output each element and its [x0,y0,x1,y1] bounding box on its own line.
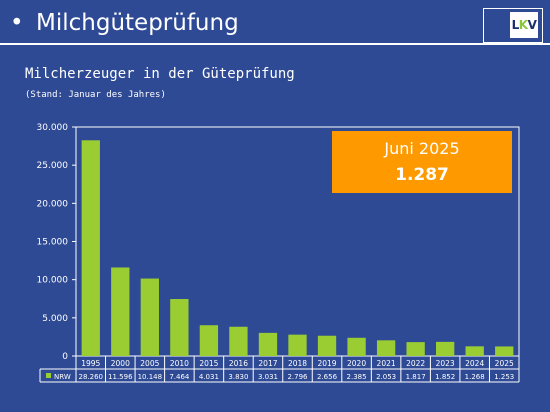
y-tick-label: 15.000 [37,238,69,248]
bar-2015 [199,325,219,356]
bar-2023 [436,341,455,356]
bar-2024 [465,346,484,356]
data-label: 2.385 [347,373,367,381]
chart-subtitle: (Stand: Januar des Jahres) [25,90,166,100]
data-label: 2.656 [317,373,338,381]
x-tick-label: 2000 [111,359,130,368]
y-tick-label: 0 [62,352,68,362]
title-bullet: • [10,10,24,36]
x-tick-label: 2022 [406,359,425,368]
bar-2019 [317,335,337,356]
bar-2016 [229,326,248,356]
data-label: 1.852 [435,373,455,381]
x-tick-label: 1995 [81,359,100,368]
data-label: 2.796 [287,373,308,381]
x-tick-label: 2015 [199,359,218,368]
bar-1995 [81,140,100,356]
legend-swatch-nrw [46,373,51,378]
data-label: 11.596 [108,373,133,381]
bar-2017 [258,332,278,356]
y-tick-label: 5.000 [42,314,68,324]
bar-2022 [406,342,425,356]
data-label: 7.464 [169,373,190,381]
x-tick-label: 2021 [377,359,396,368]
x-tick-label: 2017 [258,359,277,368]
chart-title: Milcherzeuger in der Güteprüfung [25,66,295,82]
x-tick-label: 2019 [317,359,336,368]
bar-2021 [376,340,396,356]
x-tick-label: 2018 [288,359,307,368]
callout-value: 1.287 [395,165,449,185]
y-tick-label: 20.000 [37,199,69,209]
data-label: 3.830 [228,373,248,381]
data-label: 28.260 [79,373,104,381]
x-tick-label: 2005 [140,359,159,368]
title-divider [0,43,550,45]
y-tick-label: 25.000 [37,161,69,171]
x-tick-label: 2010 [170,359,189,368]
bar-2018 [288,334,307,356]
data-label: 3.031 [258,373,278,381]
data-label: 4.031 [199,373,219,381]
lkv-logo: LKV [483,8,543,43]
callout-box: Juni 2025 1.287 [332,131,512,193]
x-tick-label: 2020 [347,359,366,368]
y-tick-label: 10.000 [37,276,69,286]
y-tick-label: 30.000 [37,123,69,133]
x-tick-label: 2023 [436,359,455,368]
bar-2000 [111,267,130,356]
legend-label-nrw: NRW [54,373,71,381]
callout-label: Juni 2025 [384,139,460,158]
x-tick-label: 2025 [495,359,514,368]
data-label: 1.817 [406,373,426,381]
data-label: 10.148 [138,373,163,381]
bar-2020 [347,337,366,356]
x-tick-label: 2024 [465,359,484,368]
bar-2010 [170,299,189,356]
slide-title-text: Milchgüteprüfung [36,10,239,36]
data-label: 2.053 [376,373,396,381]
bar-2005 [140,278,159,356]
data-label: 1.268 [465,373,485,381]
bar-2025 [495,346,514,356]
x-tick-label: 2016 [229,359,248,368]
slide-title: • Milchgüteprüfung [10,10,239,36]
data-label: 1.253 [494,373,514,381]
lkv-logo-mark: LKV [510,12,538,38]
